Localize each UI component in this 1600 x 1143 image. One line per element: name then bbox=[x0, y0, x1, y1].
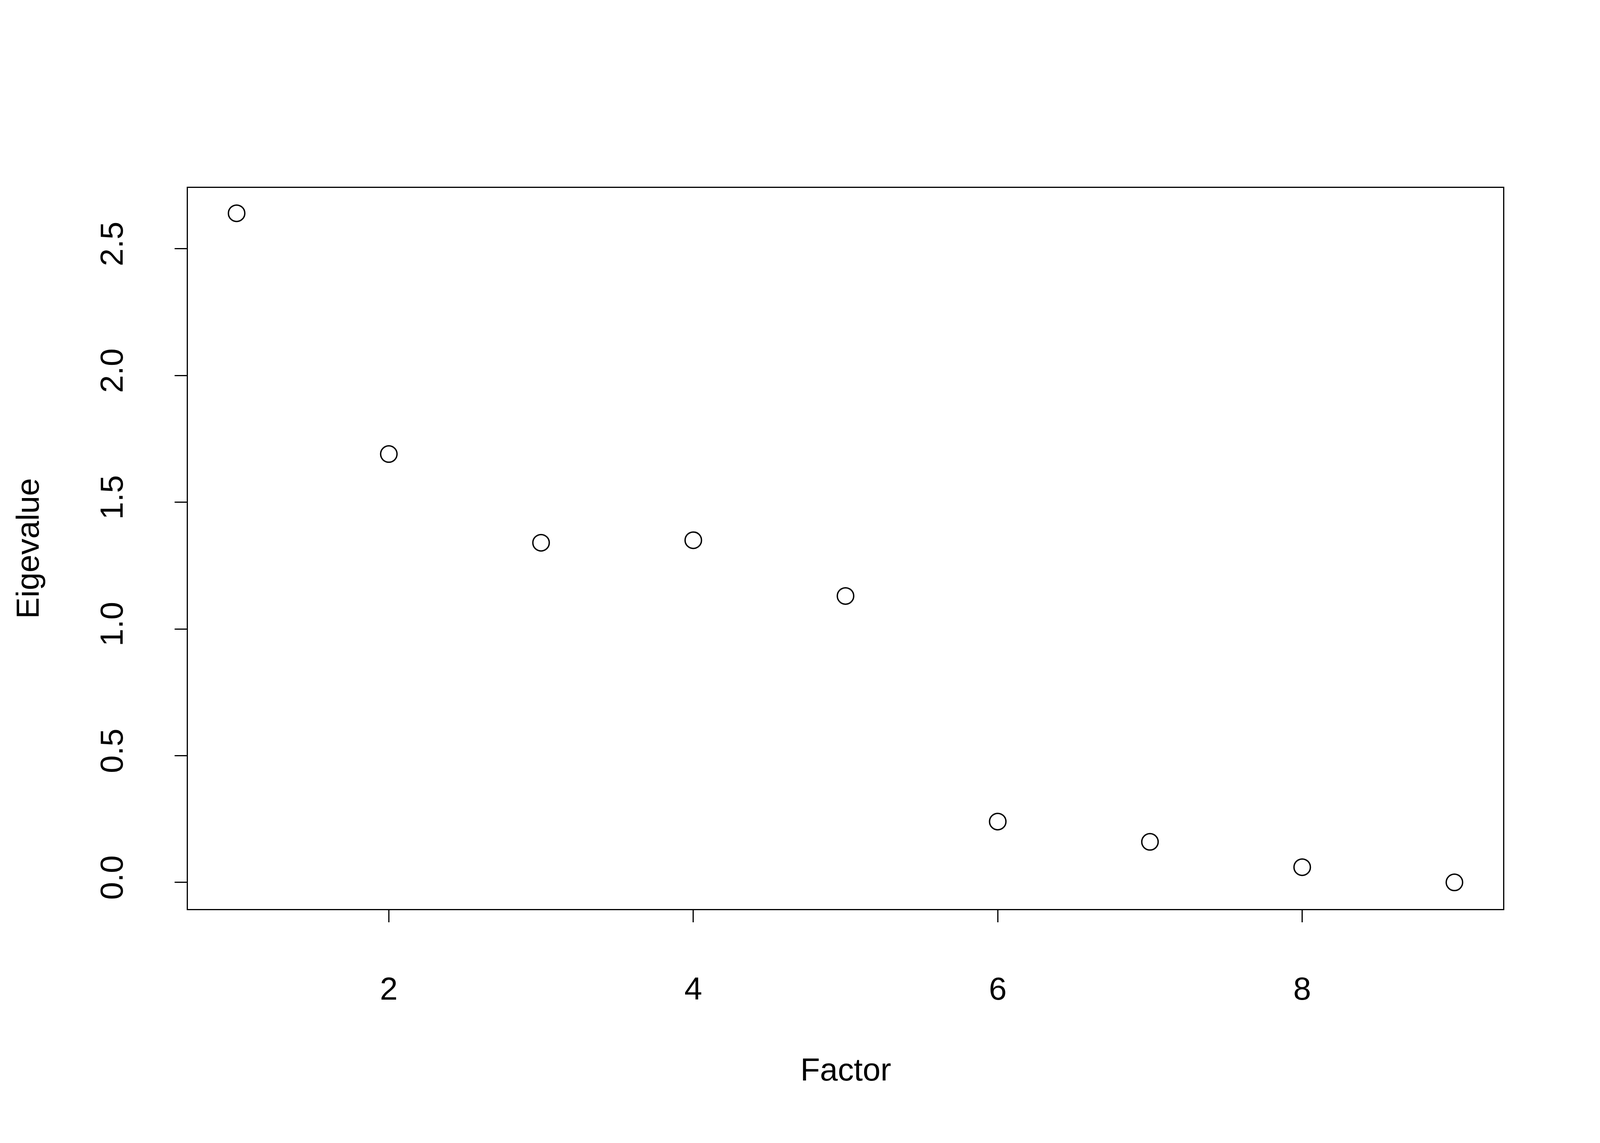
svg-text:2.5: 2.5 bbox=[93, 221, 130, 267]
svg-text:2: 2 bbox=[380, 970, 399, 1007]
svg-text:8: 8 bbox=[1293, 970, 1312, 1007]
svg-text:4: 4 bbox=[684, 970, 703, 1007]
svg-text:0.0: 0.0 bbox=[93, 855, 130, 900]
svg-text:0.5: 0.5 bbox=[93, 728, 130, 774]
svg-text:6: 6 bbox=[988, 970, 1007, 1007]
svg-text:Factor: Factor bbox=[800, 1051, 892, 1088]
svg-text:1.5: 1.5 bbox=[93, 475, 130, 520]
svg-text:Eigevalue: Eigevalue bbox=[9, 478, 46, 619]
svg-text:1.0: 1.0 bbox=[93, 601, 130, 647]
svg-text:2.0: 2.0 bbox=[93, 348, 130, 393]
